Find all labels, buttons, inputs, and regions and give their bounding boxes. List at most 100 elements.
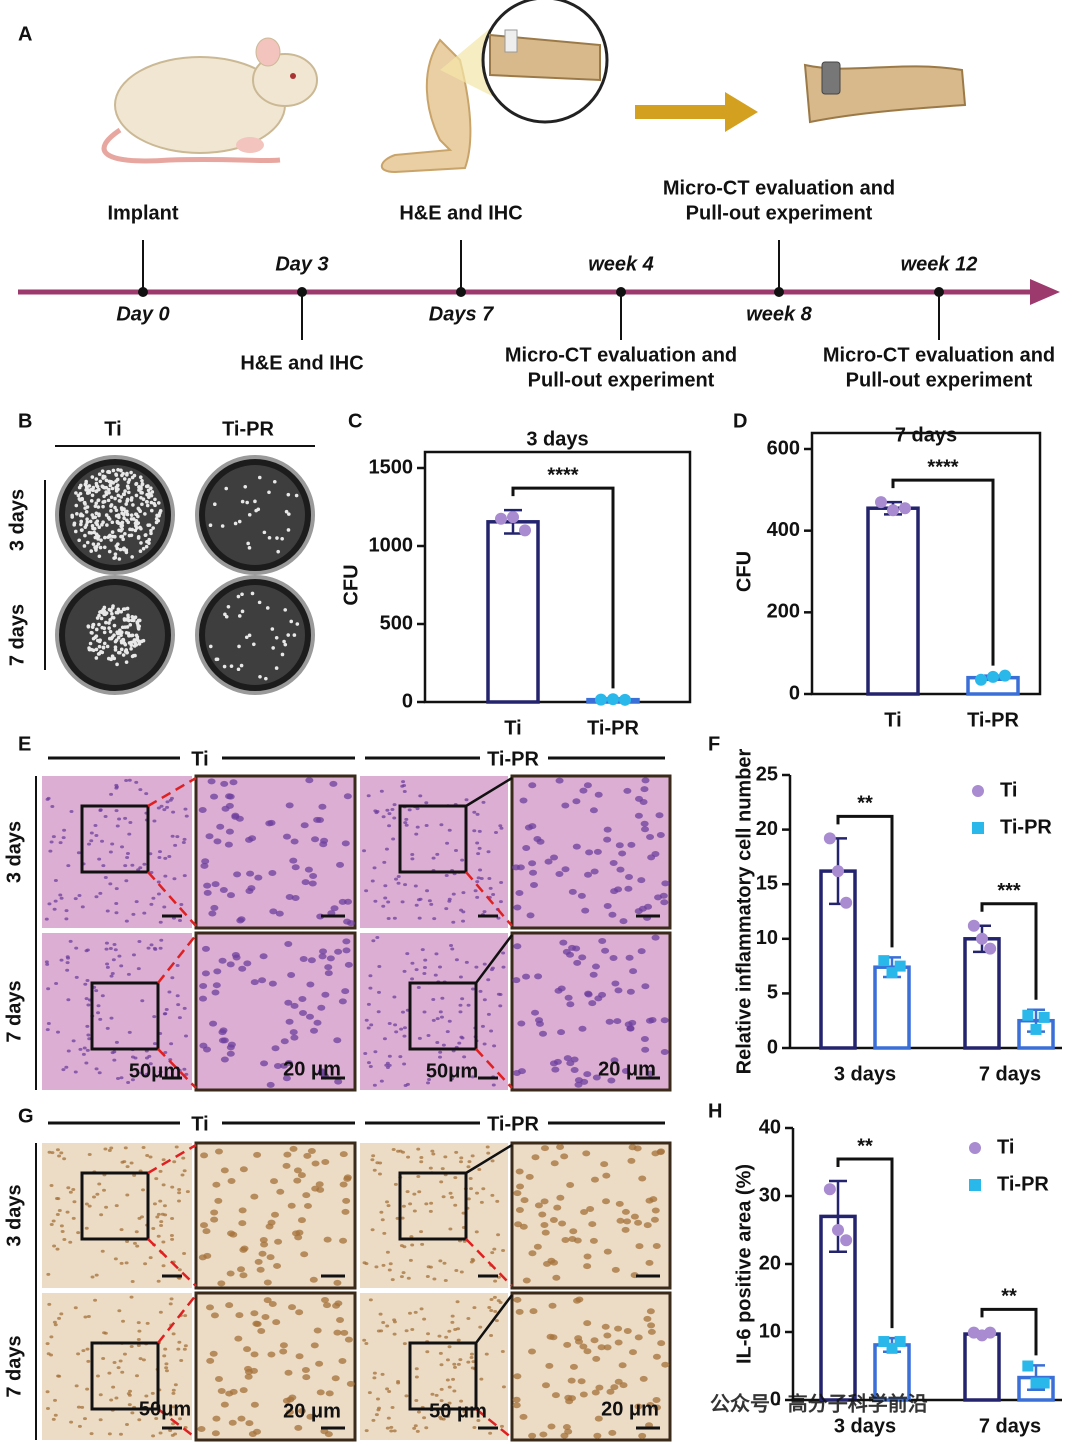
cell [344,898,353,905]
cell [389,1425,394,1429]
cell [57,1208,62,1212]
cell [429,902,434,906]
colony [73,529,78,534]
cell [136,1321,141,1325]
cell [482,1042,487,1046]
cell [87,1204,92,1208]
cell [364,1018,369,1022]
cell [390,1278,395,1282]
cell [476,1419,481,1423]
cell [306,1413,315,1420]
cell [373,1050,378,1054]
cell [525,1173,534,1180]
cell [614,1325,623,1332]
legend-marker [972,785,984,797]
colony [131,503,135,507]
cell [385,1387,390,1391]
y-tick-label: 5 [767,982,778,1004]
cell [137,1329,142,1333]
cell [211,881,220,888]
cell [165,800,170,804]
cell [602,1172,611,1179]
cell [113,1257,118,1261]
cell [635,1243,644,1250]
cell [51,835,56,839]
colony [97,622,101,627]
cell [162,1204,167,1208]
data-point [823,832,836,845]
cell [59,1312,64,1316]
cell [235,1312,244,1319]
cell [386,916,391,920]
cell [534,1202,543,1209]
cell [556,1194,565,1201]
cell [657,1148,666,1155]
cell [219,1027,228,1034]
colony [146,523,150,527]
y-tick-label: 20 [756,818,778,840]
cell [424,801,429,805]
cell [157,850,162,854]
cell [512,977,521,984]
cell [540,1145,549,1152]
cell [514,1221,523,1228]
cell [100,839,105,843]
colony [140,502,144,507]
cell [297,1217,306,1224]
column-header: Ti [191,748,208,770]
cell [517,1020,526,1027]
cell [246,870,255,877]
cell [512,864,521,871]
cell [500,1350,505,1354]
cell [416,1410,421,1414]
colony [121,537,125,542]
cell [316,1389,325,1396]
cell [366,794,371,798]
rat-ear [255,37,281,67]
cell [77,1424,82,1428]
zoom-box [398,804,468,874]
cell [392,803,397,807]
colony [147,495,151,500]
cell [366,1002,371,1006]
cell [61,836,66,840]
cell [378,1312,383,1316]
colony [125,512,130,517]
colony [127,478,132,482]
cell [124,919,129,923]
cell [531,1154,540,1161]
cell [489,1029,494,1033]
cell [495,1199,500,1203]
zoom-guide [475,1408,513,1439]
legend-label: Ti [997,1136,1014,1158]
error-bar [829,1179,847,1254]
cell [319,841,328,848]
cell [136,1338,141,1342]
cell [528,782,537,789]
cell [486,978,491,982]
colony [123,489,127,493]
cell [182,1169,187,1173]
cell [646,834,655,841]
plot-frame [423,450,692,704]
colony [97,472,102,476]
data-point [507,511,519,524]
cell [551,1066,560,1073]
cell [427,1077,432,1081]
cell [603,903,612,910]
timeline-arrowhead [1030,279,1060,305]
cell [85,979,90,983]
y-tick-label: 0 [767,1036,778,1058]
cell [117,817,122,821]
colony [125,625,130,629]
cell [519,1413,528,1420]
cell [150,1391,155,1395]
colony [118,499,122,503]
cell [398,1055,403,1059]
colony [136,534,141,539]
colony [98,479,103,484]
cell [231,951,240,958]
cell [94,989,99,993]
bar [963,937,1001,1050]
cell [297,1407,306,1414]
